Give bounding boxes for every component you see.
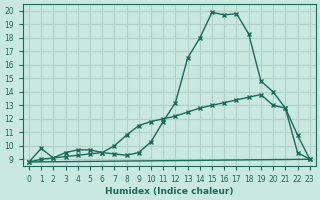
X-axis label: Humidex (Indice chaleur): Humidex (Indice chaleur) (105, 187, 234, 196)
